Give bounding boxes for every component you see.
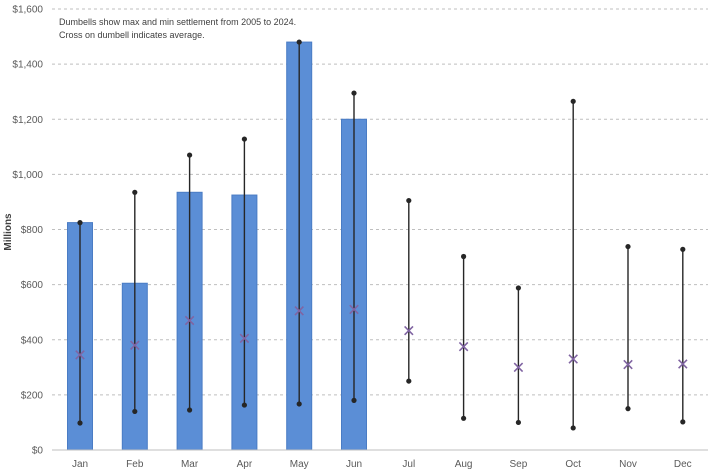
dumbbell-min-point	[241, 402, 247, 408]
y-tick-label: $0	[32, 446, 44, 457]
average-marker	[568, 354, 578, 364]
average-marker	[75, 350, 85, 360]
x-tick-label: Aug	[455, 459, 473, 470]
dumbbell-min-point	[77, 420, 83, 426]
dumbbell-max-point	[187, 152, 193, 158]
x-tick-label: Oct	[565, 459, 581, 470]
average-marker	[404, 325, 414, 336]
y-axis-title: Millions	[3, 213, 14, 251]
x-tick-label: Nov	[619, 459, 637, 470]
average-marker	[623, 359, 633, 370]
x-tick-label: May	[290, 459, 309, 470]
dumbbell-max-point	[625, 243, 631, 250]
x-tick-label: Mar	[181, 459, 199, 470]
x-tick-label: Jun	[346, 459, 362, 470]
y-tick-label: $600	[21, 280, 44, 291]
y-tick-label: $800	[21, 225, 44, 236]
average-marker	[294, 306, 304, 316]
average-marker	[458, 341, 469, 352]
y-tick-label: $1,200	[12, 115, 43, 126]
bars	[67, 41, 367, 451]
dumbbell-min-point	[351, 397, 357, 403]
dumbbell-min-point	[625, 406, 631, 412]
dumbbell-max-point	[77, 220, 83, 226]
average-markers	[75, 304, 688, 373]
dumbbell-min-point	[132, 408, 138, 415]
dumbbell-min-point	[515, 419, 522, 426]
average-marker	[513, 362, 524, 373]
dumbbells	[77, 39, 686, 431]
dumbbell-min-point	[187, 407, 193, 413]
y-tick-label: $200	[21, 390, 44, 401]
dumbbell-max-point	[296, 39, 302, 45]
gridlines	[52, 8, 708, 396]
average-marker	[239, 333, 250, 344]
y-axis-ticks: $0 $200 $400 $600 $800 $1,000 $1,200 $1,400 $1,6…	[12, 5, 43, 457]
y-tick-label: $1,000	[12, 170, 43, 181]
average-marker	[678, 359, 688, 369]
dumbbell-max-point	[351, 90, 357, 96]
x-axis-ticks: Jan Feb Mar Apr May Jun Jul Aug Sep Oct Nov Dec	[72, 459, 692, 470]
dumbbell-max-point	[461, 253, 467, 260]
x-tick-label: Dec	[674, 459, 692, 470]
x-tick-label: Apr	[237, 459, 253, 470]
dumbbell-max-point	[680, 246, 686, 252]
x-tick-label: Feb	[126, 459, 144, 470]
x-tick-label: Sep	[510, 459, 528, 470]
dumbbell-max-point	[515, 285, 522, 291]
dumbbell-min-point	[461, 415, 467, 421]
dumbbell-max-point	[241, 136, 247, 142]
dumbbell-min-point	[570, 425, 576, 431]
y-tick-label: $400	[21, 335, 44, 346]
average-marker	[184, 315, 195, 326]
dumbbell-max-point	[406, 197, 412, 204]
average-marker	[130, 340, 140, 351]
dumbbell-max-point	[570, 98, 576, 104]
annotation-line-2: Cross on dumbell indicates average.	[59, 30, 205, 40]
average-marker	[349, 304, 359, 315]
y-tick-label: $1,400	[12, 60, 43, 71]
x-tick-label: Jan	[72, 459, 88, 470]
x-tick-label: Jul	[402, 459, 415, 470]
dumbbell-min-point	[406, 378, 412, 384]
y-tick-label: $1,600	[12, 5, 43, 16]
dumbbell-min-point	[296, 401, 302, 407]
dumbbell-min-point	[680, 419, 686, 425]
annotation-line-1: Dumbells show max and min settlement fro…	[59, 17, 296, 27]
dumbbell-max-point	[132, 189, 138, 195]
